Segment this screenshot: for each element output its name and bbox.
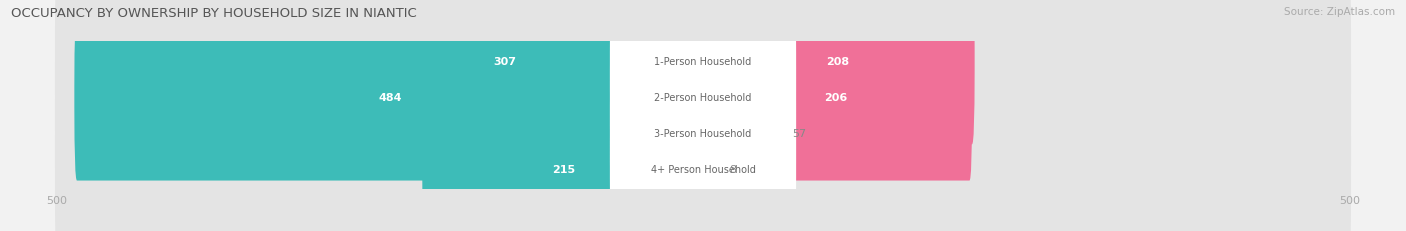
FancyBboxPatch shape (610, 89, 796, 231)
FancyBboxPatch shape (55, 0, 1351, 182)
FancyBboxPatch shape (700, 86, 716, 231)
Text: 215: 215 (553, 165, 575, 175)
Text: Source: ZipAtlas.com: Source: ZipAtlas.com (1284, 7, 1395, 17)
Text: 4+ Person Household: 4+ Person Household (651, 165, 755, 175)
Text: 3-Person Household: 3-Person Household (654, 128, 752, 139)
Text: 2-Person Household: 2-Person Household (654, 92, 752, 103)
FancyBboxPatch shape (700, 14, 972, 181)
Text: 206: 206 (824, 92, 848, 103)
Text: OCCUPANCY BY OWNERSHIP BY HOUSEHOLD SIZE IN NIANTIC: OCCUPANCY BY OWNERSHIP BY HOUSEHOLD SIZE… (11, 7, 418, 20)
FancyBboxPatch shape (75, 14, 706, 181)
FancyBboxPatch shape (422, 86, 706, 231)
FancyBboxPatch shape (55, 0, 1351, 218)
Text: 484: 484 (378, 92, 402, 103)
FancyBboxPatch shape (593, 50, 706, 217)
FancyBboxPatch shape (610, 17, 796, 178)
FancyBboxPatch shape (55, 49, 1351, 231)
Text: 208: 208 (825, 56, 849, 66)
FancyBboxPatch shape (700, 0, 974, 145)
Text: 8: 8 (728, 165, 735, 175)
FancyBboxPatch shape (610, 0, 796, 142)
FancyBboxPatch shape (700, 50, 779, 217)
Text: 57: 57 (792, 128, 807, 139)
FancyBboxPatch shape (304, 0, 706, 145)
FancyBboxPatch shape (610, 53, 796, 214)
FancyBboxPatch shape (55, 13, 1351, 231)
Text: 83: 83 (641, 128, 657, 139)
Text: 1-Person Household: 1-Person Household (654, 56, 752, 66)
Text: 307: 307 (494, 56, 516, 66)
